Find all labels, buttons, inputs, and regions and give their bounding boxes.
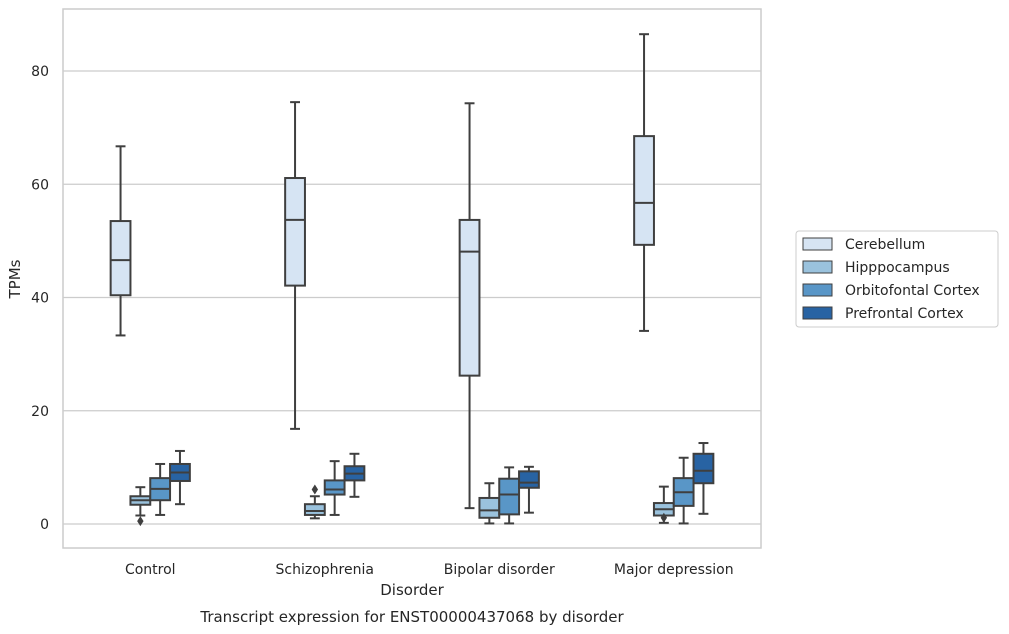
- box-body: [323, 479, 346, 496]
- box-orbitofontal-cortex: [323, 460, 346, 516]
- box-body: [109, 220, 132, 297]
- plot-area: [62, 8, 762, 549]
- box-body: [692, 452, 715, 485]
- box-cerebellum: [284, 101, 306, 430]
- y-axis-label: TPMs: [6, 259, 24, 299]
- box-body: [633, 135, 655, 246]
- legend-frame: [795, 230, 999, 328]
- box-hipppocampus: [303, 484, 326, 520]
- box-prefrontal-cortex: [518, 465, 540, 514]
- y-tick-label: 40: [31, 291, 49, 307]
- legend-label: Cerebellum: [845, 237, 925, 253]
- chart-caption: Transcript expression for ENST0000043706…: [199, 608, 624, 626]
- x-axis-label: Disorder: [380, 581, 444, 599]
- y-tick-label: 60: [31, 177, 49, 193]
- x-tick-label: Control: [125, 562, 176, 578]
- box-orbitofontal-cortex: [498, 466, 521, 525]
- box-body: [284, 177, 306, 287]
- box-cerebellum: [458, 102, 481, 510]
- box-orbitofontal-cortex: [672, 456, 695, 525]
- box-body: [518, 470, 540, 489]
- y-tick-label: 80: [31, 64, 49, 80]
- outlier-point: [311, 484, 319, 495]
- box-prefrontal-cortex: [343, 452, 366, 498]
- grid-lines: [63, 70, 761, 525]
- outlier-point: [660, 512, 668, 523]
- boxes: [109, 33, 715, 527]
- box-hipppocampus: [478, 482, 501, 525]
- legend: Cerebellum Hipppocampus Orbitofontal Corte…: [795, 230, 999, 328]
- box-body: [498, 477, 521, 516]
- box-hipppocampus: [652, 485, 675, 524]
- x-tick-label: Schizophrenia: [276, 562, 374, 578]
- box-hipppocampus: [129, 486, 152, 527]
- box-prefrontal-cortex: [169, 449, 191, 506]
- box-orbitofontal-cortex: [149, 462, 172, 516]
- legend-label: Hipppocampus: [845, 260, 950, 276]
- x-tick-labels: Control Schizophrenia Bipolar disorder Majo…: [125, 562, 734, 578]
- legend-swatch: [802, 283, 833, 297]
- legend-swatch: [802, 306, 833, 320]
- legend-label: Orbitofontal Cortex: [845, 283, 980, 299]
- box-cerebellum: [109, 145, 132, 337]
- legend-label: Prefrontal Cortex: [845, 306, 964, 322]
- legend-swatch: [802, 237, 833, 251]
- box-body: [303, 503, 326, 516]
- legend-swatch: [802, 260, 833, 274]
- box-prefrontal-cortex: [692, 442, 715, 515]
- y-tick-label: 20: [31, 404, 49, 420]
- box-cerebellum: [633, 33, 655, 332]
- x-tick-label: Major depression: [614, 562, 734, 578]
- y-tick-label: 0: [40, 517, 49, 533]
- y-tick-labels: 0 20 40 60 80: [31, 64, 49, 533]
- outlier-point: [137, 516, 144, 527]
- x-tick-label: Bipolar disorder: [444, 562, 555, 578]
- box-body: [478, 496, 501, 519]
- box-body: [458, 218, 481, 377]
